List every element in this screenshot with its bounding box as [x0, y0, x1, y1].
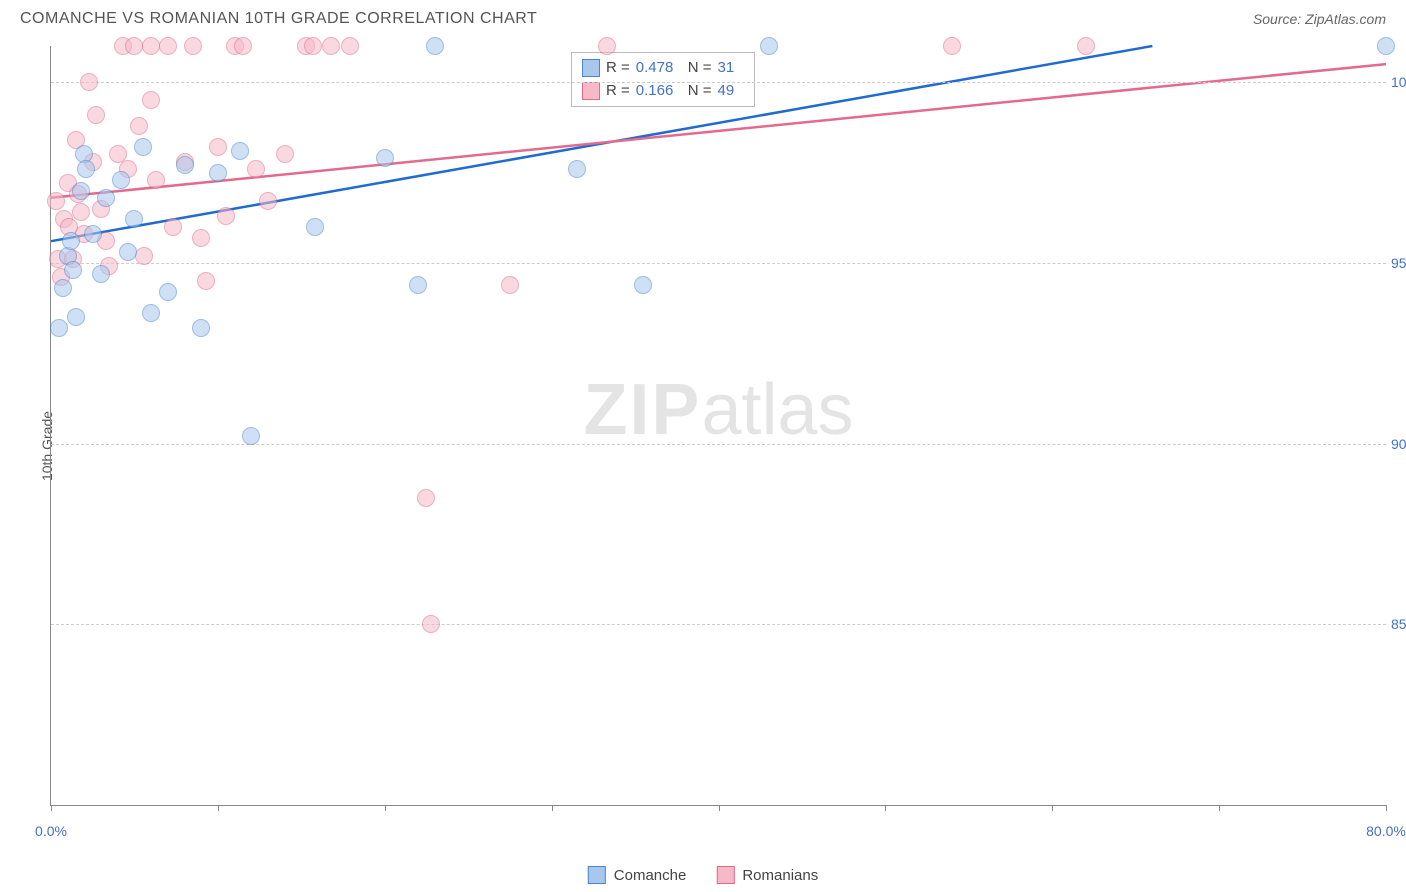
gridline [51, 263, 1386, 264]
data-point [341, 37, 359, 55]
legend-swatch [582, 82, 600, 100]
data-point [209, 138, 227, 156]
data-point [130, 117, 148, 135]
data-point [142, 37, 160, 55]
data-point [192, 229, 210, 247]
data-point [247, 160, 265, 178]
x-tick-label: 80.0% [1366, 823, 1406, 839]
data-point [426, 37, 444, 55]
data-point [598, 37, 616, 55]
data-point [47, 192, 65, 210]
data-point [422, 615, 440, 633]
data-point [322, 37, 340, 55]
data-point [159, 283, 177, 301]
n-label: N = [688, 57, 712, 80]
chart-plot-area: ZIPatlas R =0.478N =31R =0.166N =49 85.0… [50, 46, 1386, 806]
data-point [112, 171, 130, 189]
legend-swatch [582, 59, 600, 77]
source-attribution: Source: ZipAtlas.com [1253, 11, 1386, 27]
data-point [80, 73, 98, 91]
data-point [64, 261, 82, 279]
data-point [77, 160, 95, 178]
data-point [217, 207, 235, 225]
stats-legend-row: R = 0.478 N = 31 [582, 57, 744, 80]
data-point [92, 265, 110, 283]
data-point [87, 106, 105, 124]
data-point [409, 276, 427, 294]
data-point [176, 156, 194, 174]
data-point [304, 37, 322, 55]
data-point [134, 138, 152, 156]
data-point [231, 142, 249, 160]
data-point [192, 319, 210, 337]
data-point [242, 427, 260, 445]
x-tick [1219, 805, 1220, 811]
data-point [197, 272, 215, 290]
data-point [125, 210, 143, 228]
legend-item: Romanians [716, 866, 818, 884]
data-point [234, 37, 252, 55]
y-tick-label: 85.0% [1391, 616, 1406, 632]
data-point [50, 319, 68, 337]
x-tick-label: 0.0% [35, 823, 67, 839]
legend-swatch [716, 866, 734, 884]
x-tick [885, 805, 886, 811]
x-tick [719, 805, 720, 811]
legend-label: Comanche [614, 867, 687, 884]
data-point [125, 37, 143, 55]
data-point [97, 189, 115, 207]
data-point [184, 37, 202, 55]
x-tick [51, 805, 52, 811]
data-point [376, 149, 394, 167]
gridline [51, 624, 1386, 625]
x-tick [1386, 805, 1387, 811]
legend-item: Comanche [588, 866, 687, 884]
data-point [135, 247, 153, 265]
y-tick-label: 90.0% [1391, 436, 1406, 452]
data-point [62, 232, 80, 250]
x-tick [552, 805, 553, 811]
data-point [634, 276, 652, 294]
data-point [72, 182, 90, 200]
data-point [147, 171, 165, 189]
data-point [760, 37, 778, 55]
data-point [1077, 37, 1095, 55]
data-point [84, 225, 102, 243]
data-point [72, 203, 90, 221]
data-point [501, 276, 519, 294]
data-point [164, 218, 182, 236]
data-point [417, 489, 435, 507]
x-tick [385, 805, 386, 811]
x-tick [1052, 805, 1053, 811]
series-legend: Comanche Romanians [588, 866, 818, 884]
legend-label: Romanians [742, 867, 818, 884]
r-value: 0.478 [636, 57, 682, 80]
data-point [67, 308, 85, 326]
data-point [943, 37, 961, 55]
data-point [209, 164, 227, 182]
data-point [142, 304, 160, 322]
data-point [142, 91, 160, 109]
data-point [568, 160, 586, 178]
n-value: 31 [718, 57, 744, 80]
r-label: R = [606, 57, 630, 80]
data-point [159, 37, 177, 55]
gridline [51, 82, 1386, 83]
stats-legend: R =0.478N =31R =0.166N =49 [571, 52, 755, 107]
x-tick [218, 805, 219, 811]
data-point [119, 243, 137, 261]
data-point [276, 145, 294, 163]
legend-swatch [588, 866, 606, 884]
y-tick-label: 100.0% [1391, 74, 1406, 90]
data-point [306, 218, 324, 236]
data-point [1377, 37, 1395, 55]
chart-title: COMANCHE VS ROMANIAN 10TH GRADE CORRELAT… [20, 10, 537, 28]
data-point [259, 192, 277, 210]
y-tick-label: 95.0% [1391, 255, 1406, 271]
data-point [54, 279, 72, 297]
